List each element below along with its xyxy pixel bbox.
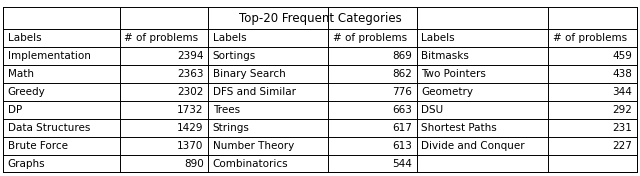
Text: 544: 544 <box>392 159 412 169</box>
Text: 231: 231 <box>612 123 632 133</box>
Text: Math: Math <box>8 69 34 79</box>
Text: 776: 776 <box>392 87 412 97</box>
Text: Binary Search: Binary Search <box>212 69 285 79</box>
Text: DP: DP <box>8 105 22 115</box>
Text: 890: 890 <box>184 159 204 169</box>
Text: Implementation: Implementation <box>8 51 90 61</box>
Text: Labels: Labels <box>421 33 455 43</box>
Text: 862: 862 <box>392 69 412 79</box>
Text: Sortings: Sortings <box>212 51 256 61</box>
Text: Labels: Labels <box>212 33 246 43</box>
Text: Greedy: Greedy <box>8 87 45 97</box>
Text: 663: 663 <box>392 105 412 115</box>
Text: 2394: 2394 <box>177 51 204 61</box>
Text: Divide and Conquer: Divide and Conquer <box>421 141 525 151</box>
Text: Brute Force: Brute Force <box>8 141 68 151</box>
Text: Number Theory: Number Theory <box>212 141 294 151</box>
Text: Labels: Labels <box>8 33 42 43</box>
Text: # of problems: # of problems <box>124 33 198 43</box>
Text: 1732: 1732 <box>177 105 204 115</box>
Text: Geometry: Geometry <box>421 87 474 97</box>
Text: 438: 438 <box>612 69 632 79</box>
Text: 869: 869 <box>392 51 412 61</box>
Text: 1370: 1370 <box>177 141 204 151</box>
Text: DSU: DSU <box>421 105 444 115</box>
Text: 292: 292 <box>612 105 632 115</box>
Text: 459: 459 <box>612 51 632 61</box>
Text: # of problems: # of problems <box>553 33 627 43</box>
Text: 617: 617 <box>392 123 412 133</box>
Text: Two Pointers: Two Pointers <box>421 69 486 79</box>
Text: 227: 227 <box>612 141 632 151</box>
Text: DFS and Similar: DFS and Similar <box>212 87 296 97</box>
Text: 613: 613 <box>392 141 412 151</box>
Text: # of problems: # of problems <box>333 33 407 43</box>
Text: Graphs: Graphs <box>8 159 45 169</box>
Text: 2302: 2302 <box>177 87 204 97</box>
Text: Combinatorics: Combinatorics <box>212 159 288 169</box>
Text: Top-20 Frequent Categories: Top-20 Frequent Categories <box>239 12 401 25</box>
Text: Data Structures: Data Structures <box>8 123 90 133</box>
Text: Shortest Paths: Shortest Paths <box>421 123 497 133</box>
Text: Trees: Trees <box>212 105 240 115</box>
Text: Strings: Strings <box>212 123 250 133</box>
Text: Bitmasks: Bitmasks <box>421 51 469 61</box>
Text: 2363: 2363 <box>177 69 204 79</box>
Text: 1429: 1429 <box>177 123 204 133</box>
Text: 344: 344 <box>612 87 632 97</box>
